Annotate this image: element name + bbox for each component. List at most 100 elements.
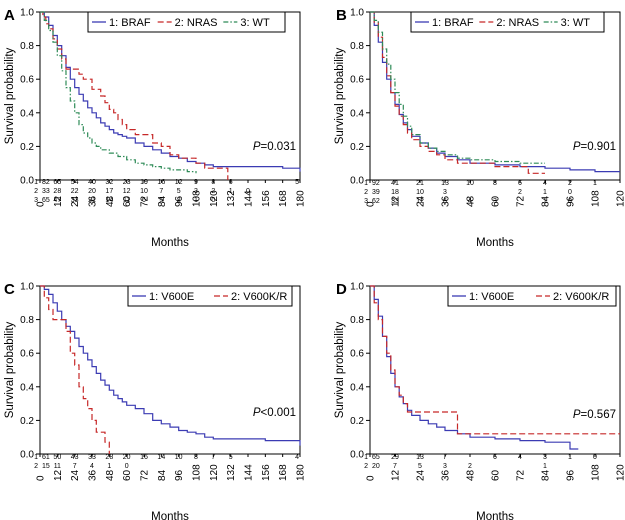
y-tick-label: 0.0 bbox=[350, 176, 364, 187]
risk-count: 1 bbox=[194, 197, 198, 204]
panel-letter: B bbox=[336, 7, 347, 24]
risk-count: 28 bbox=[105, 454, 113, 461]
risk-count: 65 bbox=[53, 179, 61, 186]
p-value-number: =0.567 bbox=[581, 409, 617, 421]
y-tick-label: 0.8 bbox=[350, 41, 364, 52]
risk-group-label: 3 bbox=[364, 198, 368, 205]
legend-label: 1: V600E bbox=[149, 291, 194, 303]
x-tick-label: 12 bbox=[53, 195, 64, 207]
survival-curve-1 bbox=[370, 285, 579, 450]
y-tick-label: 0.8 bbox=[20, 315, 34, 326]
x-tick-label: 96 bbox=[566, 195, 577, 207]
y-axis-title: Survival probability bbox=[334, 321, 346, 418]
risk-count: 4 bbox=[468, 198, 472, 205]
x-tick-label: 132 bbox=[226, 190, 237, 207]
risk-count: 13 bbox=[416, 454, 424, 461]
x-tick-label: 108 bbox=[192, 190, 203, 207]
risk-count: 7 bbox=[211, 454, 215, 461]
x-tick-label: 12 bbox=[391, 469, 402, 481]
risk-count: 8 bbox=[194, 454, 198, 461]
risk-count: 4 bbox=[518, 454, 522, 461]
legend: 1: V600E 2: V600K/R bbox=[447, 285, 617, 307]
risk-count: 12 bbox=[175, 179, 183, 186]
risk-group-label: 2 bbox=[364, 189, 368, 196]
risk-count: 43 bbox=[71, 454, 79, 461]
risk-count: 6 bbox=[493, 454, 497, 461]
legend-box bbox=[447, 285, 617, 307]
p-value-number: <0.001 bbox=[261, 407, 297, 419]
y-tick-label: 0.4 bbox=[20, 108, 34, 119]
survival-curve-1 bbox=[40, 285, 301, 446]
risk-count: 33 bbox=[71, 197, 79, 204]
risk-count: 6 bbox=[142, 197, 146, 204]
risk-count: 15 bbox=[42, 463, 50, 470]
y-tick-label: 0.2 bbox=[350, 142, 364, 153]
risk-count: 33 bbox=[391, 198, 399, 205]
x-axis-title: Months bbox=[151, 511, 189, 520]
risk-count: 3 bbox=[443, 189, 447, 196]
x-tick-label: 120 bbox=[616, 464, 625, 481]
risk-count: 3 bbox=[493, 198, 497, 205]
risk-count: 82 bbox=[42, 179, 50, 186]
x-tick-label: 156 bbox=[261, 190, 272, 207]
panel-a: A0.00.20.40.60.81.00 12 24 36 48 60 72 84 96 108 1… bbox=[4, 7, 307, 249]
x-tick-label: 96 bbox=[174, 469, 185, 481]
risk-count: 41 bbox=[391, 180, 399, 187]
risk-count: 3 bbox=[194, 188, 198, 195]
risk-count: 62 bbox=[372, 198, 380, 205]
y-tick-label: 0.2 bbox=[350, 416, 364, 427]
p-value: P=0.901 bbox=[573, 141, 616, 153]
risk-count: 2 bbox=[518, 189, 522, 196]
risk-count: 9 bbox=[194, 179, 198, 186]
x-tick-label: 24 bbox=[416, 195, 427, 207]
y-tick-label: 0.8 bbox=[350, 315, 364, 326]
risk-count: 20 bbox=[123, 454, 131, 461]
p-value-symbol: P bbox=[573, 409, 581, 421]
survival-curve-1 bbox=[370, 11, 620, 173]
legend: 1: BRAF 2: NRAS 3: WT bbox=[87, 11, 286, 33]
x-tick-label: 72 bbox=[140, 469, 151, 481]
legend-label: 2: NRAS bbox=[496, 17, 539, 29]
x-axis-title: Months bbox=[476, 511, 514, 520]
risk-count: 7 bbox=[159, 188, 163, 195]
risk-count: 11 bbox=[123, 197, 130, 204]
risk-count: 17 bbox=[105, 188, 113, 195]
risk-count: 33 bbox=[42, 188, 50, 195]
risk-count: 0 bbox=[568, 189, 572, 196]
risk-count: 1 bbox=[107, 463, 111, 470]
risk-count: 20 bbox=[88, 188, 96, 195]
risk-count: 2 bbox=[568, 180, 572, 187]
risk-count: 5 bbox=[418, 463, 422, 470]
risk-group-label: 1 bbox=[364, 180, 368, 187]
risk-count: 33 bbox=[88, 454, 96, 461]
risk-count: 50 bbox=[53, 454, 61, 461]
risk-count: 3 bbox=[543, 454, 547, 461]
x-tick-label: 144 bbox=[244, 464, 255, 481]
y-tick-label: 0.8 bbox=[20, 41, 34, 52]
risk-count: 2 bbox=[468, 463, 472, 470]
x-tick-label: 24 bbox=[416, 469, 427, 481]
x-tick-label: 132 bbox=[226, 464, 237, 481]
x-axis-title: Months bbox=[151, 237, 189, 249]
risk-count: 0 bbox=[246, 188, 250, 195]
risk-group-label: 2 bbox=[364, 463, 368, 470]
panel-letter: D bbox=[336, 281, 347, 298]
risk-group-label: 1 bbox=[34, 454, 38, 461]
p-value-number: =0.031 bbox=[261, 141, 297, 153]
risk-count: 22 bbox=[71, 188, 79, 195]
risk-count: 54 bbox=[71, 179, 79, 186]
risk-count: 65 bbox=[372, 454, 380, 461]
legend-label: 1: V600E bbox=[469, 291, 514, 303]
y-tick-label: 0.2 bbox=[20, 142, 34, 153]
x-tick-label: 180 bbox=[296, 190, 307, 207]
x-tick-label: 72 bbox=[516, 469, 527, 481]
risk-count: 12 bbox=[416, 198, 424, 205]
x-tick-label: 48 bbox=[466, 469, 477, 481]
risk-count: 11 bbox=[54, 463, 61, 470]
risk-count: 10 bbox=[416, 189, 424, 196]
risk-count: 8 bbox=[211, 179, 215, 186]
plot-frame bbox=[369, 285, 621, 455]
risk-count: 47 bbox=[53, 197, 61, 204]
p-value: P=0.031 bbox=[253, 141, 296, 153]
legend-label: 1: BRAF bbox=[432, 17, 474, 29]
